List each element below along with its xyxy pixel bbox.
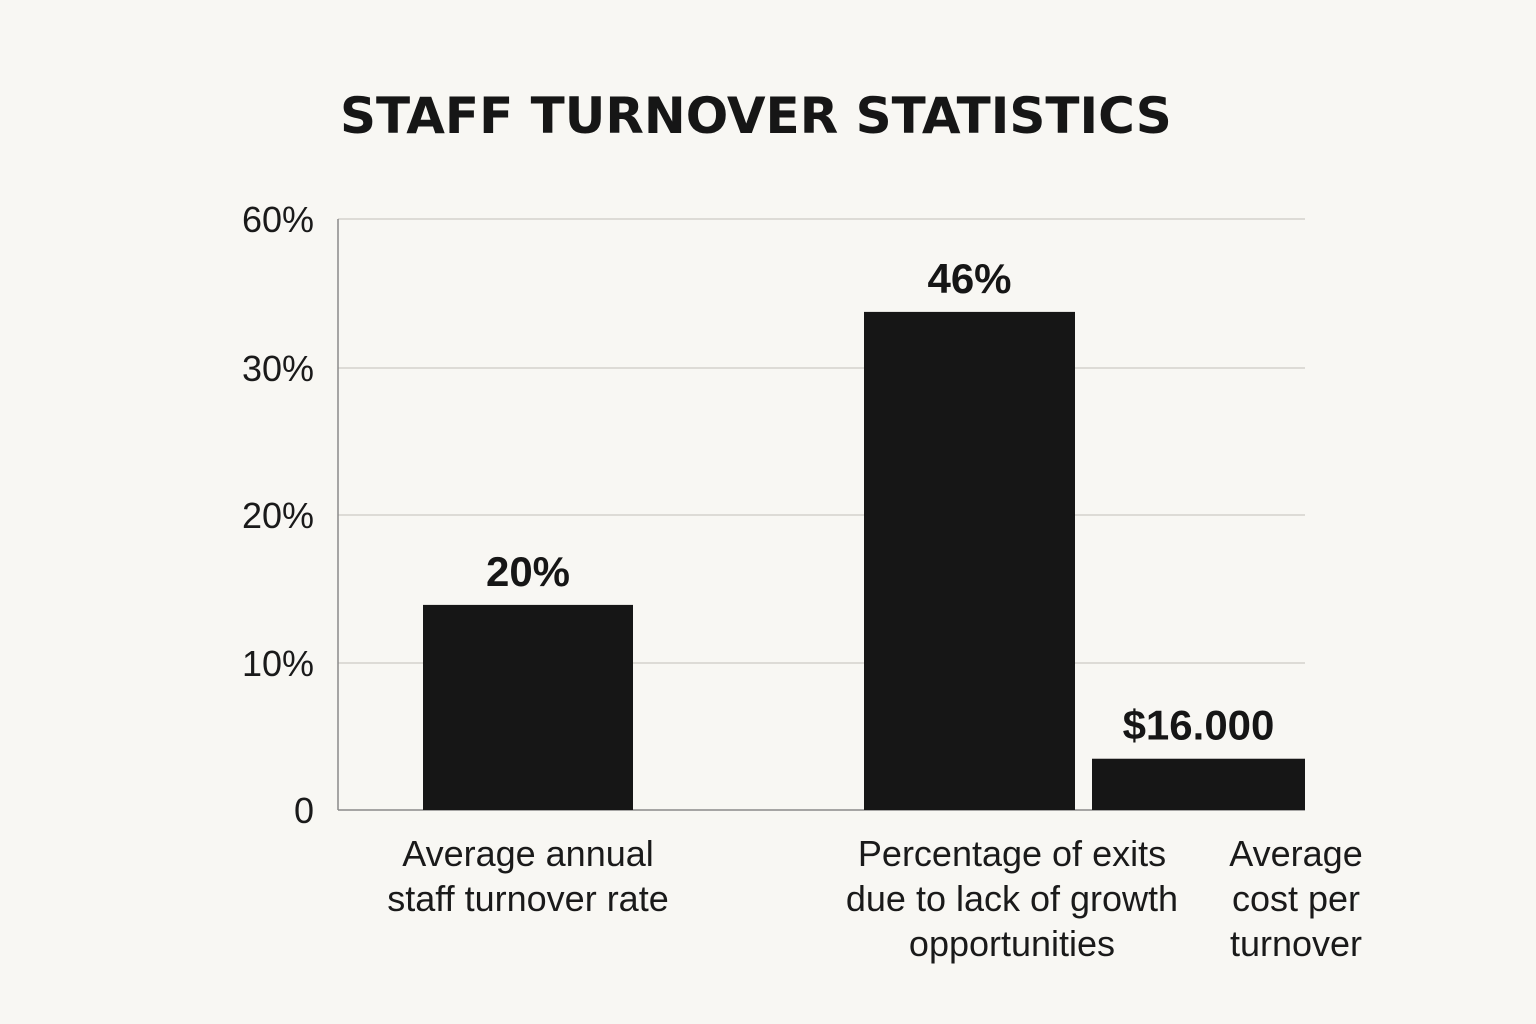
bar-2 [1092, 758, 1305, 810]
category-label-1: Percentage of exits [858, 833, 1166, 874]
gridlines [338, 218, 1305, 664]
y-tick-label: 0 [294, 790, 314, 831]
data-label-0: 20% [486, 548, 570, 595]
bar-1 [864, 311, 1075, 810]
category-label-0: Average annual [402, 833, 654, 874]
category-label-0: staff turnover rate [387, 878, 668, 919]
category-label-1: opportunities [909, 923, 1115, 964]
y-tick-label: 20% [242, 495, 314, 536]
category-label-1: due to lack of growth [846, 878, 1178, 919]
category-label-2: cost per [1232, 878, 1360, 919]
bars [423, 311, 1305, 810]
bar-0 [423, 604, 633, 810]
data-label-1: 46% [927, 255, 1011, 302]
y-tick-label: 60% [242, 199, 314, 240]
y-tick-label: 30% [242, 348, 314, 389]
chart-title: STAFF TURNOVER STATISTICS [340, 87, 1172, 145]
data-label-2: $16.000 [1123, 702, 1275, 749]
category-label-2: Average [1229, 833, 1362, 874]
y-tick-label: 10% [242, 643, 314, 684]
category-label-2: turnover [1230, 923, 1362, 964]
